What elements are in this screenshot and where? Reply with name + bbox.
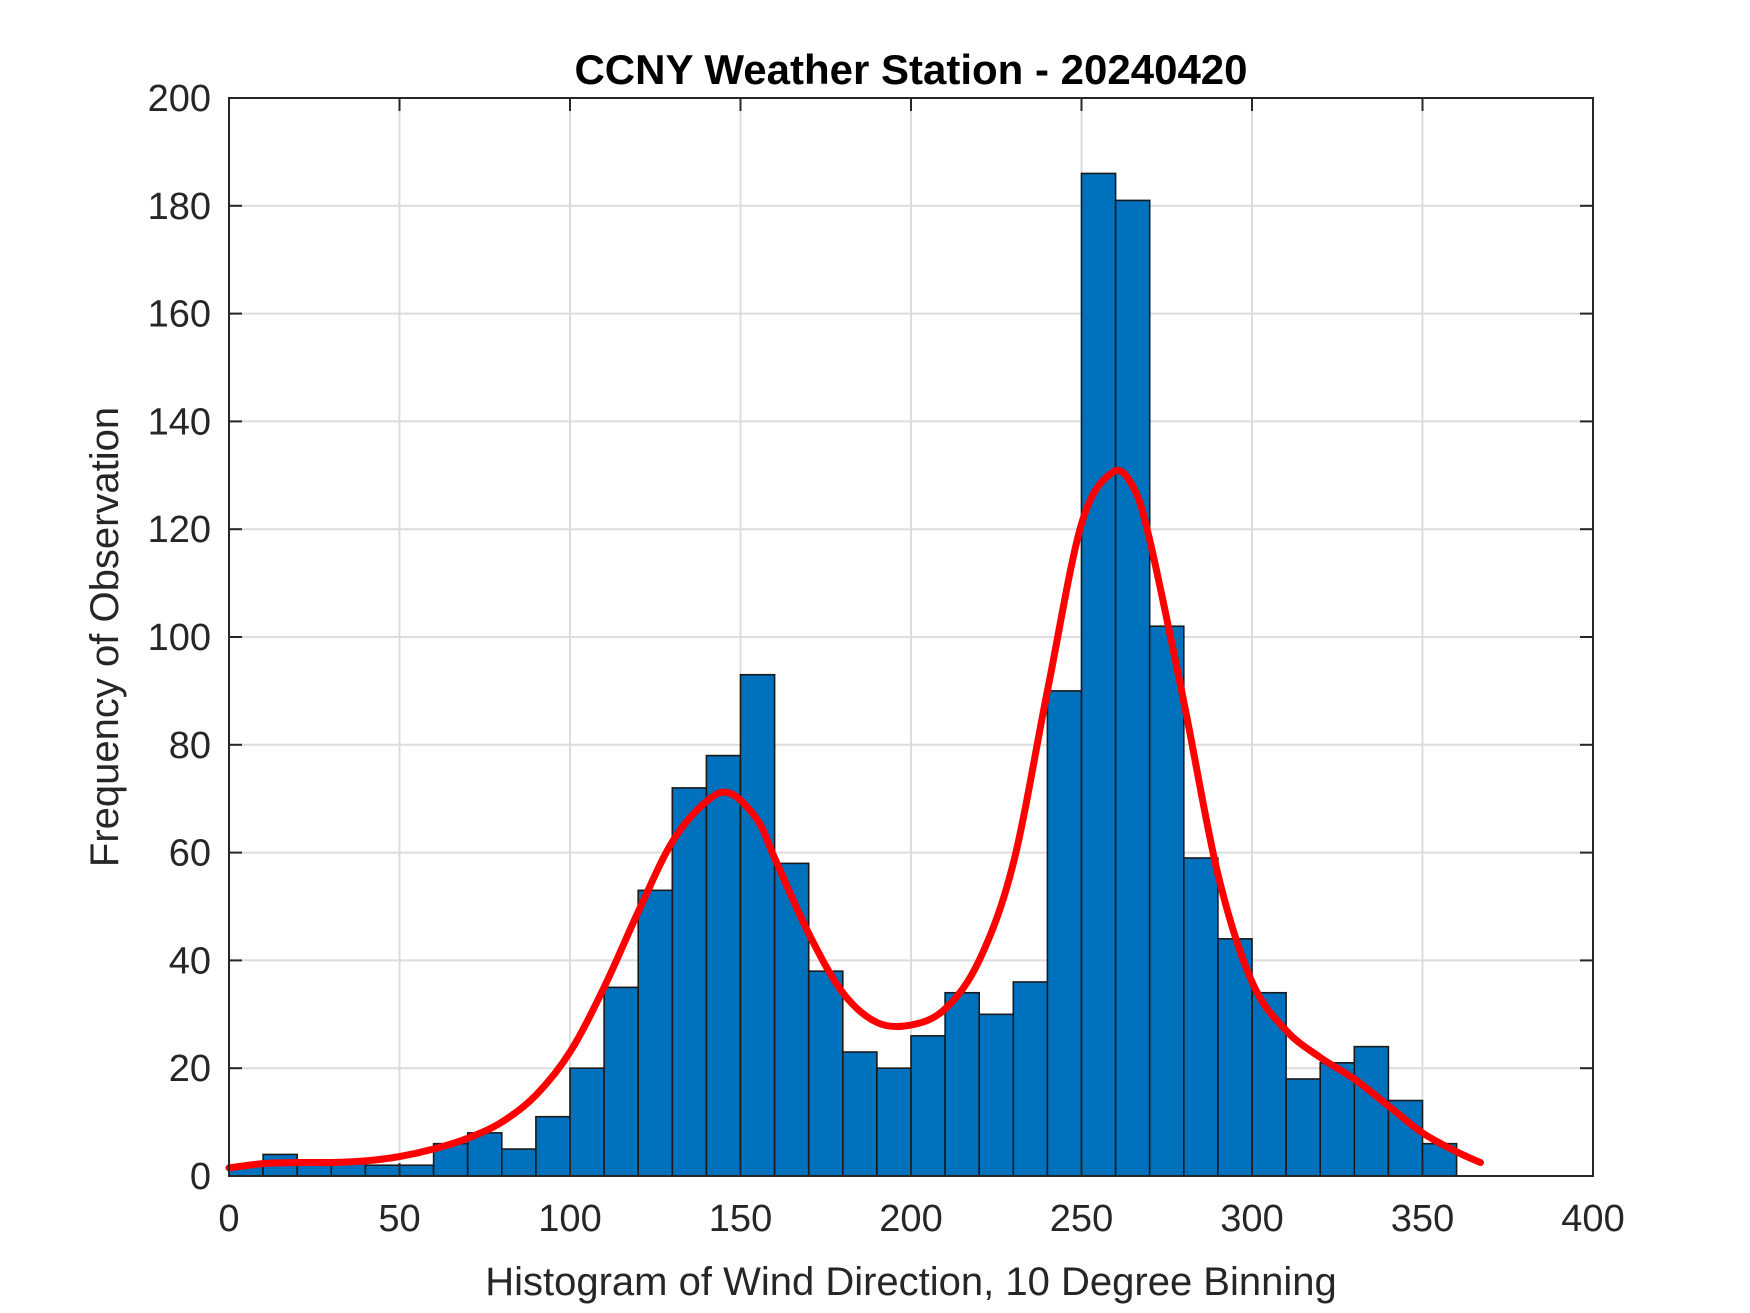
y-tick-label: 140: [148, 401, 211, 443]
y-tick-label: 40: [169, 940, 211, 982]
histogram-bar: [841, 1051, 878, 1177]
histogram-bar: [773, 862, 810, 1177]
x-tick-label: 200: [879, 1198, 942, 1240]
y-tick-label: 60: [169, 833, 211, 875]
y-tick-label: 200: [148, 78, 211, 120]
histogram-bar: [739, 673, 776, 1177]
histogram-bar: [364, 1164, 401, 1177]
histogram-bar: [1148, 625, 1185, 1177]
x-tick-label: 400: [1561, 1198, 1624, 1240]
histogram-bar: [1285, 1078, 1321, 1177]
histogram-bar: [807, 970, 844, 1177]
y-tick-label: 80: [169, 725, 211, 767]
histogram-bar: [1183, 857, 1219, 1177]
histogram-bar: [671, 787, 708, 1177]
x-tick-label: 350: [1391, 1198, 1454, 1240]
axis-ticks: [228, 97, 1594, 1177]
histogram-bar: [569, 1067, 605, 1177]
x-tick-label: 250: [1050, 1198, 1113, 1240]
histogram-bar: [603, 986, 639, 1177]
x-tick-labels: 0 50 100 150 200 250 300 350 400: [218, 1198, 1624, 1240]
histogram-bar: [1080, 172, 1117, 1177]
x-axis-label: Histogram of Wind Direction, 10 Degree B…: [485, 1260, 1337, 1304]
histogram-bar: [500, 1148, 537, 1177]
y-tick-label: 100: [148, 617, 211, 659]
x-tick-label: 150: [709, 1198, 772, 1240]
histogram-bar: [1353, 1045, 1390, 1177]
histogram-bar: [1217, 938, 1253, 1177]
histogram-bar: [637, 889, 674, 1177]
x-tick-label: 50: [378, 1198, 420, 1240]
y-tick-labels: 0 20 40 60 80 100 120 140 160 180 200: [148, 78, 211, 1198]
histogram-bar: [944, 991, 980, 1177]
x-tick-label: 300: [1220, 1198, 1283, 1240]
x-tick-label: 100: [538, 1198, 601, 1240]
histogram-bar: [910, 1035, 946, 1177]
histogram-bar: [1012, 981, 1049, 1177]
histogram-bar: [535, 1115, 571, 1177]
histogram-bar: [876, 1067, 912, 1177]
y-tick-label: 120: [148, 509, 211, 551]
histogram-bar: [398, 1164, 435, 1177]
y-tick-label: 20: [169, 1048, 211, 1090]
histogram-bar: [705, 754, 742, 1177]
x-tick-label: 0: [218, 1198, 239, 1240]
y-tick-label: 160: [148, 294, 211, 336]
fit-curve-layer: [225, 467, 1484, 1172]
y-axis-label: Frequency of Observation: [83, 407, 127, 867]
histogram-bar: [1114, 199, 1151, 1177]
histogram-bar: [1319, 1062, 1356, 1177]
chart-title: CCNY Weather Station - 20240420: [574, 46, 1247, 93]
fit-curve: [225, 467, 1484, 1172]
y-tick-label: 180: [148, 186, 211, 228]
histogram-bar: [978, 1013, 1015, 1177]
histogram-bars: [228, 172, 1458, 1177]
histogram-bar: [1046, 690, 1083, 1177]
y-tick-label: 0: [190, 1156, 211, 1198]
